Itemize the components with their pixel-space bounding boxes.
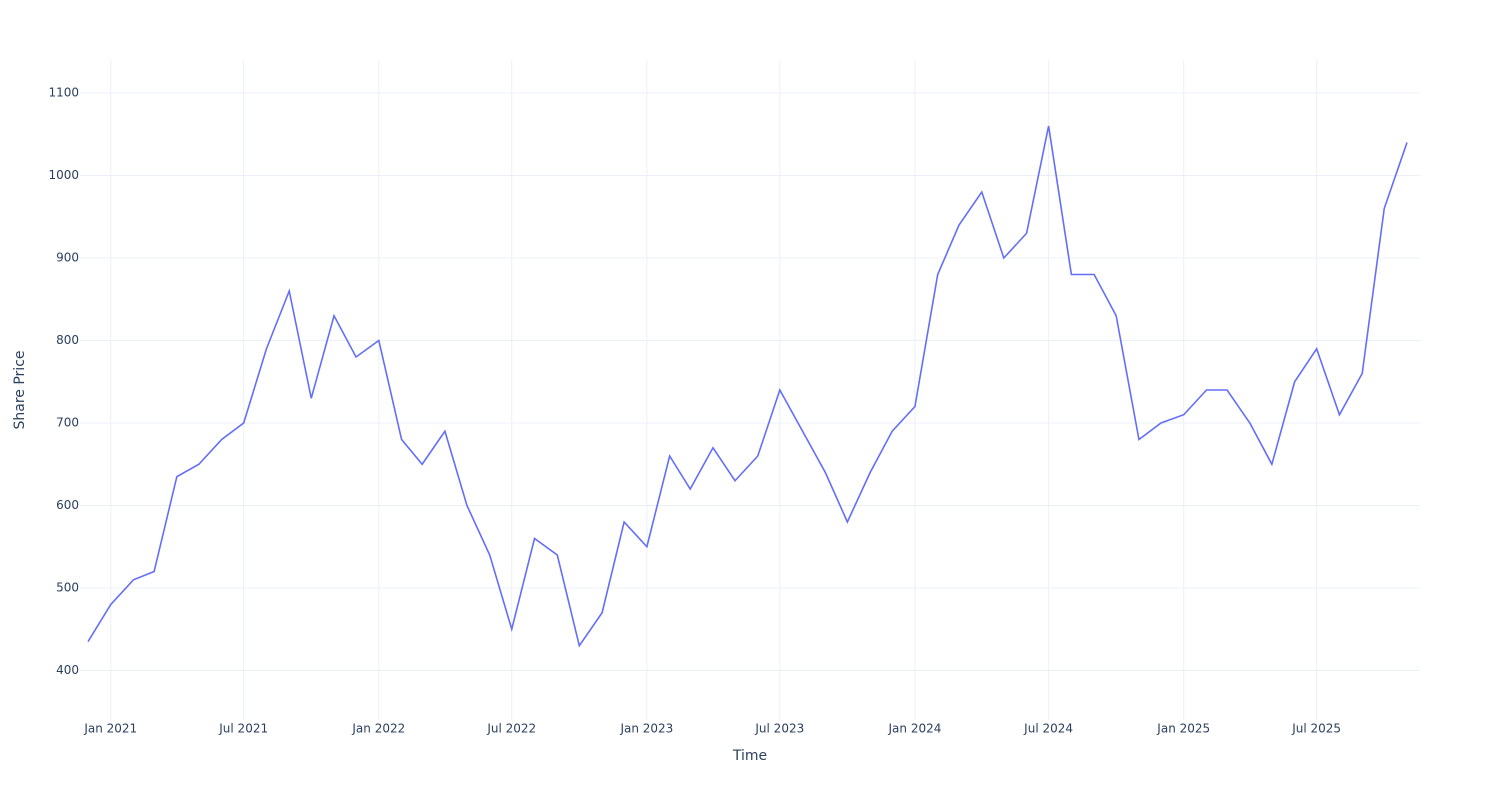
x-tick-label: Jul 2021 xyxy=(218,722,268,736)
y-tick-label: 600 xyxy=(56,498,79,512)
y-axis-label: Share Price xyxy=(12,350,28,429)
x-tick-label: Jan 2023 xyxy=(619,722,673,736)
x-tick-label: Jan 2024 xyxy=(888,722,942,736)
y-tick-label: 500 xyxy=(56,581,79,595)
x-axis-label: Time xyxy=(732,748,767,764)
x-tick-label: Jul 2023 xyxy=(754,722,804,736)
y-tick-label: 1100 xyxy=(48,86,79,100)
x-tick-label: Jul 2024 xyxy=(1023,722,1073,736)
x-tick-label: Jul 2025 xyxy=(1291,722,1341,736)
x-tick-label: Jan 2022 xyxy=(351,722,405,736)
line-series xyxy=(87,125,1408,648)
y-tick-label: 400 xyxy=(56,663,79,677)
x-tick-label: Jan 2025 xyxy=(1156,722,1210,736)
y-tick-label: 700 xyxy=(56,416,79,430)
y-tick-label: 900 xyxy=(56,251,79,265)
y-tick-label: 800 xyxy=(56,333,79,347)
y-tick-label: 1000 xyxy=(48,168,79,182)
x-tick-label: Jan 2021 xyxy=(83,722,137,736)
x-tick-label: Jul 2022 xyxy=(486,722,536,736)
